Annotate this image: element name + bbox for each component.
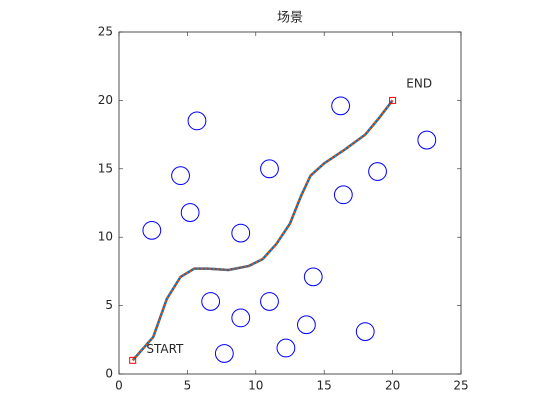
chart-title: 场景	[277, 11, 303, 26]
obstacle	[231, 223, 251, 243]
y-tick-label: 0	[105, 367, 113, 381]
x-tick-label: 20	[385, 379, 400, 393]
x-tick-label: 15	[317, 379, 332, 393]
x-tick-label: 10	[248, 379, 263, 393]
annotation: END	[406, 76, 432, 90]
obstacle	[142, 220, 162, 240]
obstacle	[297, 315, 316, 335]
obstacle	[201, 292, 221, 311]
obstacle	[214, 344, 234, 363]
obstacle	[171, 166, 190, 186]
obstacle	[333, 185, 353, 205]
y-tick-label: 5	[105, 298, 113, 312]
x-tick-label: 0	[115, 379, 123, 393]
y-tick-label: 25	[98, 25, 113, 39]
obstacle	[180, 203, 200, 222]
obstacle	[368, 162, 387, 181]
obstacle	[303, 267, 323, 287]
endpoint-marker	[389, 96, 397, 104]
annotation: START	[146, 342, 184, 356]
obstacle	[331, 96, 351, 116]
obstacle	[260, 292, 279, 311]
x-tick-label: 5	[184, 379, 192, 393]
axes-box	[118, 31, 462, 375]
path-line	[131, 99, 394, 362]
endpoint-marker	[129, 356, 137, 364]
obstacle	[187, 111, 207, 131]
y-tick-label: 20	[98, 93, 113, 107]
obstacle	[260, 159, 279, 179]
obstacle	[417, 130, 437, 150]
y-tick-label: 15	[98, 161, 113, 175]
obstacle	[276, 338, 296, 358]
x-tick-label: 25	[453, 379, 468, 393]
obstacle	[231, 308, 251, 328]
obstacle	[355, 322, 375, 341]
y-tick-label: 10	[98, 230, 113, 244]
